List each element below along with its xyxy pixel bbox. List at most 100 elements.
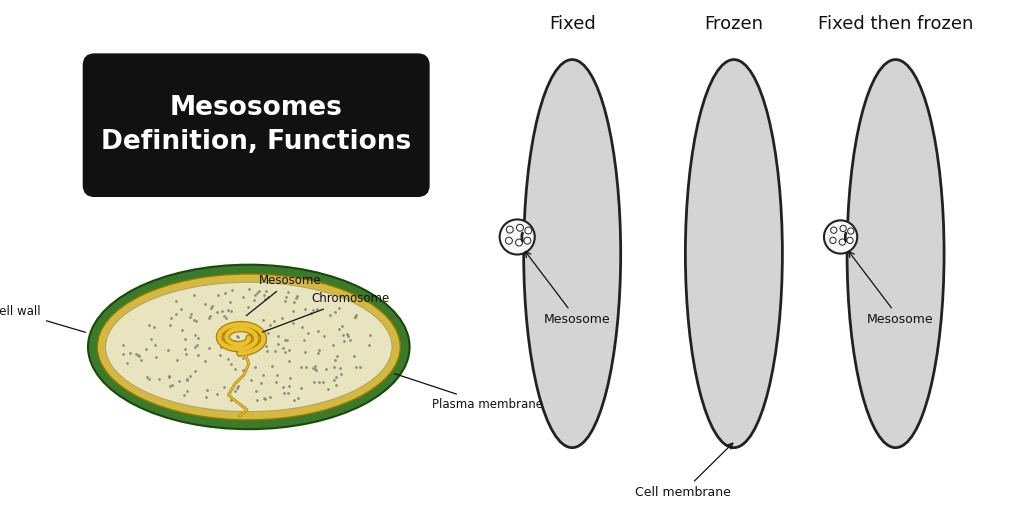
Point xyxy=(266,317,283,325)
Ellipse shape xyxy=(88,265,410,429)
Point xyxy=(321,385,337,393)
Point xyxy=(296,336,312,345)
Point xyxy=(361,331,378,339)
Point xyxy=(336,337,352,346)
Point xyxy=(331,304,347,312)
Point xyxy=(242,285,258,293)
Point xyxy=(223,307,240,315)
Point xyxy=(285,307,301,315)
Point xyxy=(176,345,193,353)
Point xyxy=(182,312,199,321)
Point xyxy=(308,366,325,374)
Point xyxy=(257,336,273,344)
Point xyxy=(303,309,319,317)
Point xyxy=(298,363,314,371)
Point xyxy=(293,323,309,331)
Point xyxy=(138,373,155,381)
Ellipse shape xyxy=(847,59,944,447)
Text: Fixed: Fixed xyxy=(549,15,596,33)
Point xyxy=(186,331,203,339)
Point xyxy=(247,364,263,372)
Point xyxy=(341,335,357,344)
Ellipse shape xyxy=(97,274,400,420)
Point xyxy=(246,296,262,305)
Text: Frozen: Frozen xyxy=(705,15,763,33)
Point xyxy=(243,376,259,384)
Point xyxy=(178,350,195,358)
Point xyxy=(297,305,313,313)
Point xyxy=(258,342,274,350)
Point xyxy=(261,393,278,401)
Point xyxy=(280,336,296,345)
Point xyxy=(304,364,321,372)
Point xyxy=(151,375,167,383)
Point xyxy=(204,302,220,310)
Point xyxy=(203,304,219,312)
Ellipse shape xyxy=(525,227,531,234)
Ellipse shape xyxy=(840,225,846,231)
Point xyxy=(292,383,308,392)
Point xyxy=(260,293,276,301)
Point xyxy=(310,346,327,354)
Point xyxy=(258,287,274,295)
Point xyxy=(142,335,159,343)
Point xyxy=(261,321,278,329)
Point xyxy=(256,394,272,402)
Point xyxy=(255,316,271,324)
Ellipse shape xyxy=(847,237,853,244)
Point xyxy=(281,357,297,366)
Point xyxy=(328,381,344,389)
Point xyxy=(334,322,350,330)
Point xyxy=(339,332,355,340)
Point xyxy=(290,394,306,402)
Ellipse shape xyxy=(685,59,782,447)
Text: Cell membrane: Cell membrane xyxy=(635,443,733,499)
Ellipse shape xyxy=(506,226,513,233)
Point xyxy=(268,371,285,379)
Point xyxy=(190,334,207,342)
Point xyxy=(348,363,365,371)
Ellipse shape xyxy=(848,228,854,234)
Point xyxy=(163,313,179,322)
Point xyxy=(222,327,239,335)
Point xyxy=(259,347,275,355)
Point xyxy=(182,372,199,380)
Point xyxy=(228,383,245,392)
Point xyxy=(253,378,269,387)
Point xyxy=(188,316,205,325)
Point xyxy=(278,293,294,302)
Point xyxy=(333,370,349,378)
Point xyxy=(307,366,324,374)
Point xyxy=(323,311,339,319)
Ellipse shape xyxy=(830,227,837,233)
Point xyxy=(335,331,351,339)
Point xyxy=(212,351,228,359)
Point xyxy=(236,293,252,301)
Point xyxy=(326,364,342,372)
Point xyxy=(347,313,364,322)
Point xyxy=(248,387,264,395)
Point xyxy=(209,308,225,316)
Point xyxy=(210,291,226,299)
Point xyxy=(227,387,244,395)
Text: Chromosome: Chromosome xyxy=(262,292,390,332)
Point xyxy=(115,350,131,358)
Point xyxy=(255,371,271,379)
Ellipse shape xyxy=(523,59,621,447)
Point xyxy=(339,330,355,338)
Point xyxy=(315,378,332,386)
Point xyxy=(229,332,246,340)
Ellipse shape xyxy=(506,237,512,244)
Point xyxy=(130,352,146,360)
Point xyxy=(178,387,195,395)
Point xyxy=(188,342,205,350)
Point xyxy=(300,329,316,337)
Point xyxy=(309,305,326,313)
Point xyxy=(315,331,332,339)
Ellipse shape xyxy=(516,239,522,246)
Point xyxy=(171,377,187,386)
Point xyxy=(176,335,193,343)
FancyBboxPatch shape xyxy=(83,54,429,196)
Point xyxy=(199,386,215,394)
Point xyxy=(307,362,324,370)
